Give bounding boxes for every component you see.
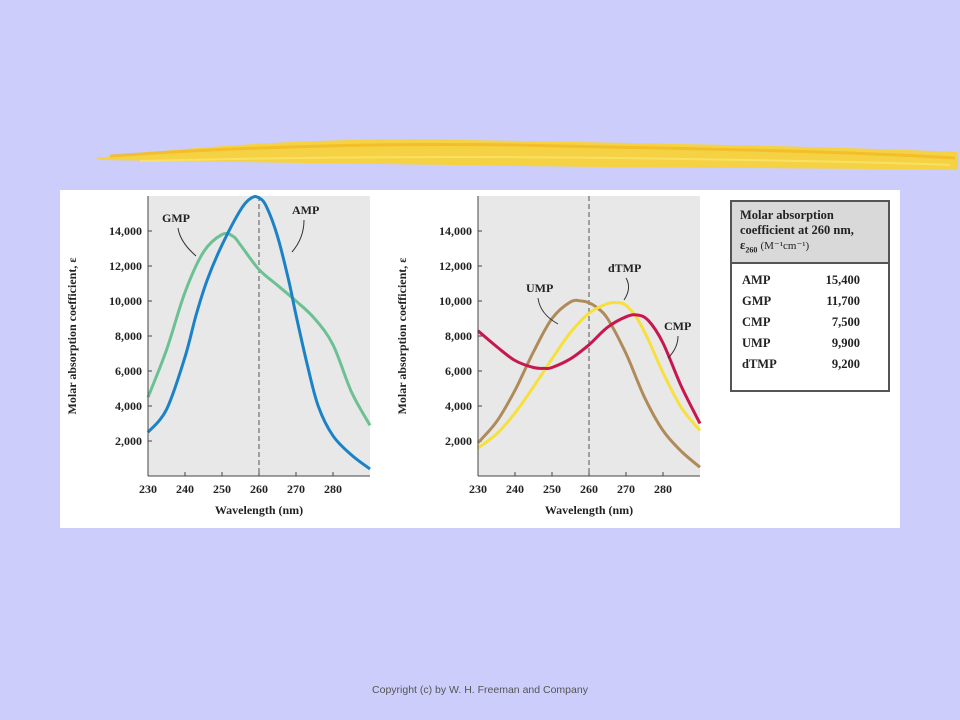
y-tick-label: 8,000	[115, 329, 142, 343]
left-absorption-chart: 2,000 4,000 6,000 8,000 10,000 12,000 14,000 23…	[65, 194, 372, 517]
unit-label: (M⁻¹cm⁻¹)	[760, 240, 810, 252]
coefficient-value: 9,900	[831, 336, 860, 350]
table-header-unit-line: ε260 (M⁻¹cm⁻¹)	[740, 238, 880, 258]
x-tick-label: 250	[213, 482, 231, 496]
y-tick-label: 14,000	[109, 224, 142, 238]
decorative-brush-stroke	[96, 139, 958, 170]
nucleotide-name: GMP	[742, 294, 772, 308]
series-line-amp	[146, 194, 371, 471]
coefficient-value: 15,400	[825, 273, 860, 287]
series-label-ump: UMP	[526, 281, 553, 295]
x-tick-label: 280	[324, 482, 342, 496]
nucleotide-name: CMP	[742, 315, 771, 329]
series-line-gmp	[146, 231, 372, 427]
x-tick-label: 260	[580, 482, 598, 496]
table-row: dTMP 9,200	[740, 354, 880, 375]
y-tick-label: 4,000	[115, 399, 142, 413]
table-header-line1: Molar absorption	[740, 208, 834, 222]
x-tick-label: 230	[139, 482, 157, 496]
series-label-cmp: CMP	[664, 319, 691, 333]
x-tick-label: 240	[506, 482, 524, 496]
y-tick-label: 2,000	[445, 434, 472, 448]
series-pointer-dtmp	[623, 277, 630, 301]
table-header: Molar absorption coefficient at 260 nm, …	[732, 202, 888, 264]
y-tick-label: 10,000	[439, 294, 472, 308]
absorption-charts: 2,000 4,000 6,000 8,000 10,000 12,000 14,000 23…	[65, 194, 702, 517]
y-axis-title: Molar absorption coefficient, ε	[65, 258, 79, 415]
table-row: CMP 7,500	[740, 312, 880, 333]
series-label-dtmp: dTMP	[608, 261, 641, 275]
nucleotide-name: UMP	[742, 336, 771, 350]
series-line-dtmp	[477, 300, 702, 450]
x-tick-label: 270	[287, 482, 305, 496]
x-tick-label: 260	[250, 482, 268, 496]
series-label-amp: AMP	[292, 203, 319, 217]
y-tick-label: 8,000	[445, 329, 472, 343]
table-body: AMP 15,400 GMP 11,700 CMP 7,500 UMP 9,900 dTMP 9,…	[732, 264, 888, 375]
table-header-line2: coefficient at 260 nm,	[740, 223, 854, 237]
table-row: GMP 11,700	[740, 291, 880, 312]
table-row: UMP 9,900	[740, 333, 880, 354]
x-axis-title: Wavelength (nm)	[215, 503, 303, 517]
copyright-footer: Copyright (c) by W. H. Freeman and Compa…	[372, 684, 588, 696]
nucleotide-name: dTMP	[742, 357, 777, 371]
nucleotide-name: AMP	[742, 273, 771, 287]
y-tick-label: 12,000	[109, 259, 142, 273]
brush-stroke-highlight	[109, 142, 956, 160]
series-line-ump	[476, 298, 701, 469]
x-tick-label: 240	[176, 482, 194, 496]
y-tick-label: 6,000	[445, 364, 472, 378]
x-tick-label: 270	[617, 482, 635, 496]
coefficient-value: 9,200	[831, 357, 860, 371]
y-tick-label: 4,000	[445, 399, 472, 413]
epsilon-symbol: ε	[740, 238, 746, 252]
coefficient-value: 11,700	[826, 294, 860, 308]
y-axis-title: Molar absorption coefficient, ε	[395, 258, 409, 415]
y-tick-label: 14,000	[439, 224, 472, 238]
coefficient-value: 7,500	[831, 315, 860, 329]
series-pointer-cmp	[667, 335, 679, 359]
y-tick-label: 6,000	[115, 364, 142, 378]
figure-panel: 2,000 4,000 6,000 8,000 10,000 12,000 14,000 23…	[60, 190, 900, 528]
epsilon-subscript: 260	[745, 245, 758, 255]
x-tick-label: 280	[654, 482, 672, 496]
y-tick-label: 2,000	[115, 434, 142, 448]
series-pointer-ump	[537, 297, 559, 325]
series-pointer-gmp	[177, 227, 197, 257]
right-absorption-chart: 2,000 4,000 6,000 8,000 10,000 12,000 14,000 23…	[395, 196, 702, 517]
series-line-cmp	[477, 313, 702, 425]
brush-stroke-highlight	[139, 156, 951, 166]
y-tick-label: 10,000	[109, 294, 142, 308]
x-tick-label: 230	[469, 482, 487, 496]
x-tick-label: 250	[543, 482, 561, 496]
y-tick-label: 12,000	[439, 259, 472, 273]
table-row: AMP 15,400	[740, 270, 880, 291]
absorption-coefficient-table: Molar absorption coefficient at 260 nm, …	[730, 200, 890, 392]
series-label-gmp: GMP	[162, 211, 190, 225]
x-axis-title: Wavelength (nm)	[545, 503, 633, 517]
series-pointer-amp	[291, 219, 305, 253]
